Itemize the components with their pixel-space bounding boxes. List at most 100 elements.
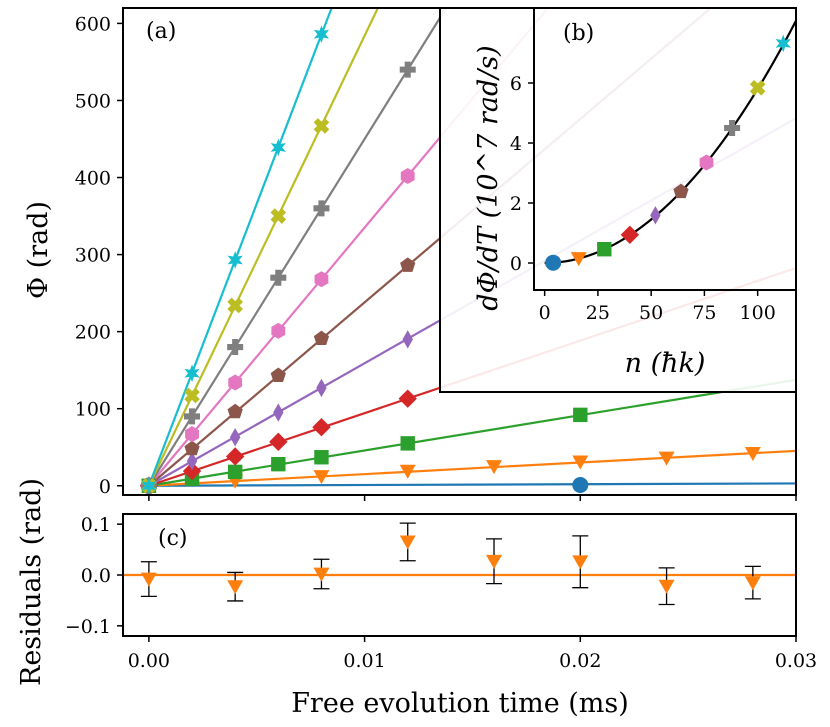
y-tick-label: 600 — [75, 13, 111, 35]
marker-n52 — [273, 403, 284, 422]
y-tick-label: 2 — [510, 193, 522, 215]
marker-n40 — [182, 461, 202, 481]
y-tick-label: 6 — [510, 73, 522, 95]
marker-n76 — [314, 271, 329, 288]
fit-line-n28 — [148, 378, 796, 487]
marker-n112 — [313, 25, 330, 43]
marker-n88 — [313, 200, 330, 217]
marker-n40 — [312, 417, 331, 437]
marker-n4 — [572, 476, 589, 493]
marker-n16 — [313, 470, 330, 485]
marker-n40 — [225, 447, 245, 466]
marker-n64 — [270, 367, 286, 383]
inset-marker-n64 — [673, 183, 689, 199]
marker-n100 — [227, 297, 243, 314]
fit-line-n100 — [147, 8, 380, 487]
fit-line-n112 — [147, 8, 333, 487]
residual-marker — [227, 580, 244, 595]
residual-marker — [486, 554, 503, 569]
panel-b-xlabel: n (ħk) — [625, 348, 706, 379]
panel-b-ticks: 0 25 50 75 100 0 2 4 6 — [510, 73, 776, 324]
panel-c-frame — [122, 513, 797, 637]
residual-marker — [399, 535, 416, 550]
inset-marker-n4 — [545, 254, 562, 271]
panel-c: −0.1 0.0 0.1 0.00 0.01 0.02 0.03 (c) Residuals… — [16, 478, 817, 719]
x-tick-label: 0.02 — [559, 650, 601, 672]
marker-n28 — [573, 407, 588, 423]
marker-n16 — [744, 446, 761, 461]
x-tick-label: 25 — [586, 302, 610, 324]
x-tick-label: 0.03 — [775, 650, 817, 672]
marker-n64 — [184, 440, 200, 456]
residual-marker — [572, 555, 589, 570]
residual-marker — [658, 579, 675, 594]
marker-n76 — [185, 426, 199, 443]
marker-n28 — [400, 436, 415, 451]
marker-n28 — [227, 464, 243, 480]
y-tick-label: 0.1 — [81, 514, 111, 536]
marker-n16 — [399, 464, 416, 479]
marker-n28 — [314, 450, 329, 465]
x-tick-label: 0 — [539, 302, 551, 324]
marker-n88 — [184, 408, 201, 425]
panel-b-ylabel: dΦ/dT (10^7 rad/s) — [473, 45, 504, 310]
x-tick-label: 75 — [692, 302, 716, 324]
marker-n16 — [658, 451, 675, 466]
marker-n112 — [227, 251, 243, 269]
y-tick-label: 4 — [510, 133, 522, 155]
panel-c-label: (c) — [158, 526, 188, 551]
residual-marker — [744, 576, 761, 591]
marker-n40 — [398, 389, 417, 408]
y-tick-label: 0.0 — [81, 565, 111, 587]
marker-n52 — [186, 451, 198, 471]
marker-n52 — [229, 428, 241, 447]
x-tick-label: 100 — [740, 302, 776, 324]
panel-b-label: (b) — [563, 21, 594, 46]
y-tick-label: −0.1 — [65, 616, 111, 638]
panel-c-xlabel: Free evolution time (ms) — [291, 688, 629, 719]
marker-n112 — [141, 476, 157, 495]
inset-marker-n52 — [650, 206, 661, 225]
y-tick-label: 0 — [510, 253, 522, 275]
y-tick-label: 500 — [75, 90, 111, 112]
panel-b-inset: 0 25 50 75 100 0 2 4 6 (b) dΦ/dT (10^7 rad/s) n … — [439, 7, 797, 393]
marker-n100 — [184, 387, 200, 404]
marker-n100 — [270, 208, 287, 224]
marker-n16 — [486, 460, 503, 475]
y-tick-label: 0 — [99, 476, 111, 498]
marker-n28 — [271, 456, 286, 472]
marker-n76 — [400, 167, 415, 184]
inset-marker-n40 — [620, 225, 640, 244]
inset-marker-n88 — [724, 120, 741, 136]
marker-n112 — [184, 364, 200, 383]
x-tick-label: 0.00 — [128, 650, 170, 672]
panel-c-ylabel: Residuals (rad) — [16, 478, 47, 686]
marker-n112 — [270, 138, 286, 157]
marker-n88 — [270, 269, 287, 286]
marker-n40 — [269, 432, 288, 452]
x-tick-label: 50 — [639, 302, 663, 324]
panel-b-markers — [545, 34, 791, 271]
panel-a-ylabel: Φ (rad) — [23, 201, 54, 299]
panel-a-label: (a) — [146, 19, 176, 44]
panel-a-markers — [139, 25, 761, 495]
x-tick-label: 0.01 — [343, 650, 385, 672]
marker-n64 — [313, 330, 330, 346]
inset-marker-n76 — [699, 154, 714, 171]
y-tick-label: 200 — [75, 322, 111, 344]
inset-marker-n16 — [570, 252, 587, 267]
marker-n64 — [400, 257, 416, 272]
residual-marker — [313, 567, 330, 582]
marker-n64 — [227, 403, 243, 419]
panel-c-ticks: −0.1 0.0 0.1 0.00 0.01 0.02 0.03 — [65, 514, 817, 672]
y-tick-label: 300 — [75, 245, 111, 267]
marker-n76 — [271, 322, 286, 339]
y-tick-label: 100 — [75, 399, 111, 421]
y-tick-label: 400 — [75, 168, 111, 190]
inset-marker-n28 — [597, 242, 612, 257]
inset-marker-n100 — [749, 79, 766, 96]
residual-marker — [140, 572, 157, 587]
marker-n76 — [228, 374, 243, 391]
fit-line-n88 — [147, 8, 448, 487]
